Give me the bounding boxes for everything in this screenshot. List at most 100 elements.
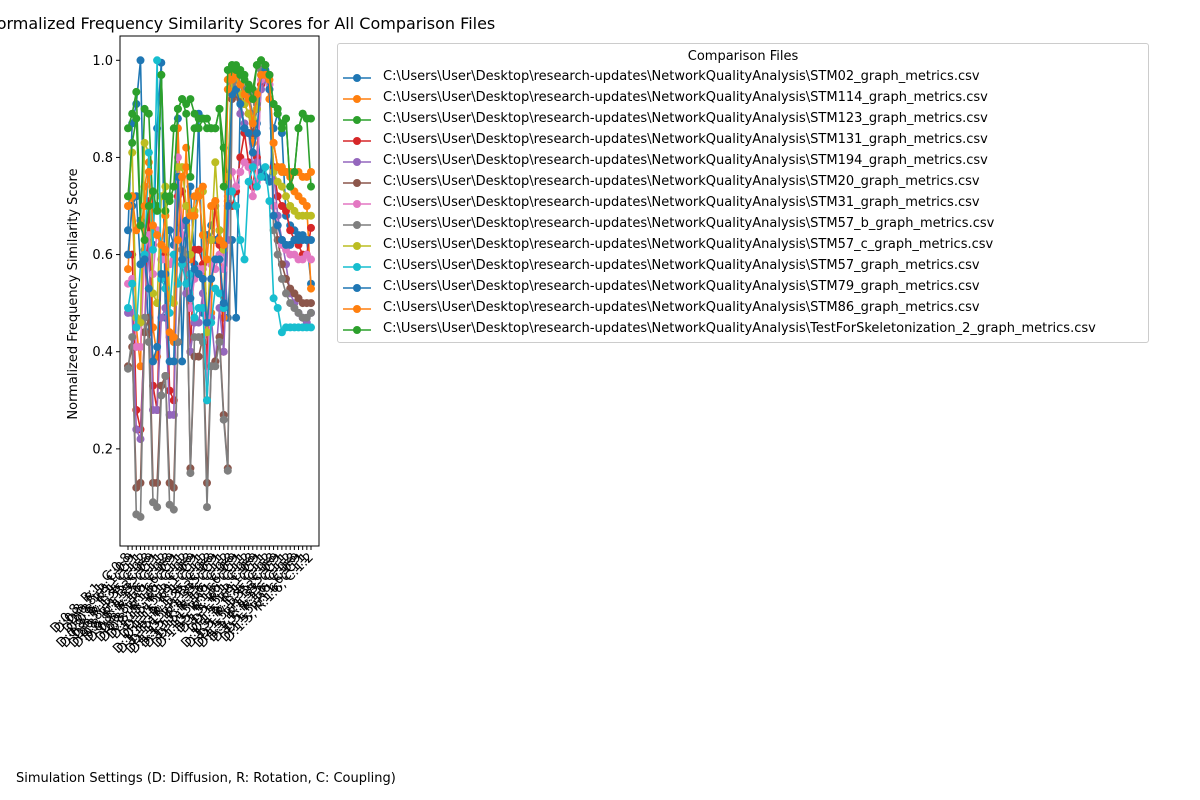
data-point <box>153 406 162 414</box>
data-point <box>273 250 282 259</box>
legend-entry: C:\Users\User\Desktop\research-updates\N… <box>338 110 1148 130</box>
data-point <box>203 503 211 512</box>
data-point <box>282 289 290 298</box>
data-point <box>124 124 132 133</box>
y-tick-label: 0.6 <box>92 248 113 263</box>
data-point <box>161 206 170 215</box>
data-point <box>248 95 257 104</box>
legend-swatch-marker <box>353 137 361 145</box>
legend-swatch <box>343 179 371 187</box>
data-point <box>194 245 203 254</box>
data-point <box>211 158 220 167</box>
data-point <box>273 109 282 118</box>
data-point <box>169 333 178 342</box>
data-point <box>161 270 170 278</box>
legend-label: C:\Users\User\Desktop\research-updates\N… <box>383 258 980 273</box>
data-point <box>223 202 232 210</box>
legend-entry: C:\Users\User\Desktop\research-updates\N… <box>338 173 1148 193</box>
data-point <box>178 255 187 264</box>
data-point <box>240 75 249 84</box>
legend-swatch-marker <box>353 179 361 187</box>
data-point <box>132 114 141 123</box>
data-point <box>236 100 245 108</box>
legend-label: C:\Users\User\Desktop\research-updates\N… <box>383 153 988 168</box>
legend-swatch <box>343 74 371 82</box>
data-point <box>307 323 315 332</box>
data-point <box>182 109 191 118</box>
data-point <box>128 333 137 342</box>
data-point <box>140 236 149 244</box>
y-tick-label: 0.2 <box>92 442 113 457</box>
legend-swatch <box>343 137 371 145</box>
data-point <box>132 87 141 96</box>
data-point <box>144 284 153 293</box>
data-point <box>252 129 261 138</box>
data-point <box>124 192 132 201</box>
data-point <box>169 182 178 191</box>
data-point <box>307 223 315 232</box>
data-point <box>269 294 278 303</box>
data-point <box>307 308 315 317</box>
y-tick-label: 0.4 <box>92 345 113 360</box>
data-point <box>203 328 211 337</box>
data-point <box>273 221 282 230</box>
data-point <box>153 342 162 351</box>
legend-entry: C:\Users\User\Desktop\research-updates\N… <box>338 152 1148 172</box>
data-point <box>219 240 228 249</box>
data-point <box>236 168 245 176</box>
data-point <box>128 279 137 288</box>
data-point <box>144 168 153 176</box>
data-point <box>169 124 178 133</box>
data-point <box>186 469 195 478</box>
data-point <box>124 202 132 210</box>
legend-label: C:\Users\User\Desktop\research-updates\N… <box>383 300 980 315</box>
data-point <box>286 226 295 235</box>
legend-entry: C:\Users\User\Desktop\research-updates\N… <box>338 194 1148 214</box>
data-point <box>149 221 157 230</box>
data-point <box>144 109 153 118</box>
y-tick-label: 1.0 <box>92 54 113 69</box>
data-point <box>215 104 224 113</box>
data-point <box>136 221 145 230</box>
data-point <box>178 95 187 104</box>
legend-swatch-marker <box>353 326 361 334</box>
legend-entry: C:\Users\User\Desktop\research-updates\N… <box>338 278 1148 298</box>
data-point <box>153 478 162 487</box>
legend-label: C:\Users\User\Desktop\research-updates\N… <box>383 90 988 105</box>
series-lines <box>124 56 315 521</box>
data-point <box>173 236 182 244</box>
x-ticks <box>127 546 312 550</box>
data-point <box>307 168 315 176</box>
legend-swatch <box>343 326 371 334</box>
data-point <box>236 236 245 244</box>
data-point <box>203 396 211 405</box>
data-point <box>157 391 166 400</box>
data-point <box>198 338 207 346</box>
legend-label: C:\Users\User\Desktop\research-updates\N… <box>383 132 988 147</box>
data-point <box>211 362 220 371</box>
data-point <box>290 168 299 176</box>
data-point <box>232 313 241 322</box>
data-point <box>215 255 224 264</box>
data-point <box>215 289 224 298</box>
data-point <box>307 299 315 308</box>
data-point <box>161 372 170 380</box>
data-point <box>194 352 203 361</box>
data-point <box>223 466 232 475</box>
legend-swatch-marker <box>353 116 361 124</box>
legend-swatch-marker <box>353 305 361 313</box>
legend-swatch-marker <box>353 158 361 166</box>
data-point <box>149 245 157 254</box>
legend-label: C:\Users\User\Desktop\research-updates\N… <box>383 237 994 252</box>
data-point <box>186 95 195 104</box>
data-point <box>265 197 274 206</box>
data-point <box>219 415 228 424</box>
legend-swatch <box>343 305 371 313</box>
data-point <box>294 124 303 133</box>
data-point <box>307 182 315 191</box>
data-point <box>228 187 236 196</box>
legend-swatch <box>343 116 371 124</box>
data-point <box>261 163 270 172</box>
data-point <box>190 313 199 322</box>
